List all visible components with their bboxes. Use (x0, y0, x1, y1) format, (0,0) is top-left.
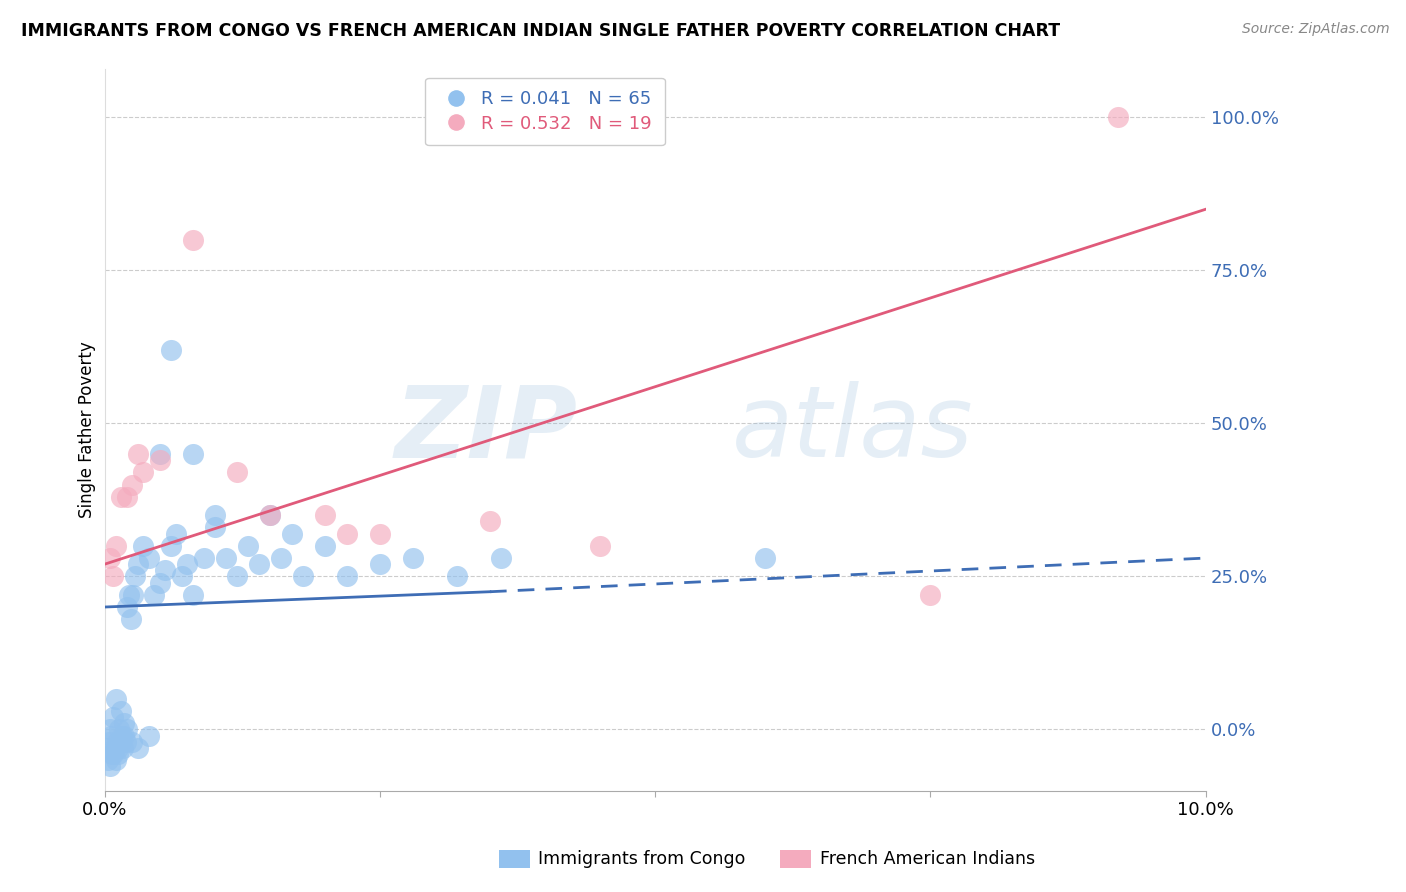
Text: IMMIGRANTS FROM CONGO VS FRENCH AMERICAN INDIAN SINGLE FATHER POVERTY CORRELATIO: IMMIGRANTS FROM CONGO VS FRENCH AMERICAN… (21, 22, 1060, 40)
Point (105, 734, 128, 748)
Text: Source: ZipAtlas.com: Source: ZipAtlas.com (1241, 22, 1389, 37)
Point (159, 539, 181, 553)
Point (110, 490, 132, 504)
Point (110, 734, 132, 748)
Point (107, 747, 129, 761)
Point (104, 691, 127, 706)
Point (112, 729, 135, 743)
Point (118, 588, 141, 602)
Point (104, 539, 127, 553)
Point (121, 734, 143, 748)
Point (98, 734, 121, 748)
Point (236, 539, 259, 553)
Point (96, 740, 118, 755)
Point (281, 526, 304, 541)
Point (754, 551, 776, 566)
Point (153, 563, 176, 577)
Point (115, 723, 138, 737)
Point (314, 508, 336, 523)
Point (114, 734, 136, 748)
Point (104, 753, 127, 767)
Point (204, 520, 226, 534)
Text: Immigrants from Congo: Immigrants from Congo (538, 850, 745, 868)
Point (259, 508, 281, 523)
Point (103, 710, 125, 724)
Point (127, 447, 149, 461)
Point (122, 588, 145, 602)
Point (132, 539, 155, 553)
Point (1107, 111, 1129, 125)
Point (589, 539, 612, 553)
Point (181, 588, 204, 602)
Point (247, 557, 270, 571)
Point (215, 551, 238, 566)
Point (112, 716, 135, 731)
Text: ZIP: ZIP (395, 381, 578, 478)
Legend: R = 0.041   N = 65, R = 0.532   N = 19: R = 0.041 N = 65, R = 0.532 N = 19 (426, 78, 665, 145)
Point (111, 729, 134, 743)
Point (446, 569, 468, 583)
Text: French American Indians: French American Indians (820, 850, 1035, 868)
Point (149, 575, 172, 590)
Point (259, 508, 281, 523)
Point (176, 557, 198, 571)
Point (108, 734, 131, 748)
Point (270, 551, 292, 566)
Point (368, 526, 391, 541)
Point (103, 569, 125, 583)
Point (181, 233, 204, 247)
Point (97, 753, 120, 767)
Point (98, 723, 121, 737)
Point (170, 569, 193, 583)
Point (336, 569, 359, 583)
Point (107, 740, 129, 755)
Point (127, 557, 149, 571)
Point (98, 759, 121, 773)
Point (115, 600, 138, 615)
Point (103, 747, 125, 761)
Point (368, 557, 391, 571)
Point (225, 466, 247, 480)
Point (291, 569, 314, 583)
Point (159, 343, 181, 357)
Point (143, 588, 166, 602)
Point (165, 526, 187, 541)
Point (138, 729, 160, 743)
Point (149, 453, 172, 467)
Point (127, 740, 149, 755)
Point (193, 551, 215, 566)
Point (121, 477, 143, 491)
Y-axis label: Single Father Poverty: Single Father Poverty (79, 341, 96, 518)
Point (920, 588, 942, 602)
Point (124, 569, 146, 583)
Point (108, 723, 131, 737)
Point (120, 612, 142, 626)
Point (225, 569, 247, 583)
Point (138, 551, 160, 566)
Point (489, 551, 512, 566)
Point (478, 514, 501, 528)
Point (336, 526, 359, 541)
Point (204, 508, 226, 523)
Point (181, 447, 204, 461)
Text: atlas: atlas (733, 381, 974, 478)
Point (103, 740, 125, 755)
Point (98, 551, 121, 566)
Point (149, 447, 172, 461)
Point (115, 490, 138, 504)
Point (314, 539, 336, 553)
Point (402, 551, 425, 566)
Point (112, 740, 135, 755)
Point (101, 747, 124, 761)
Point (100, 729, 122, 743)
Point (110, 704, 132, 718)
Point (132, 466, 155, 480)
